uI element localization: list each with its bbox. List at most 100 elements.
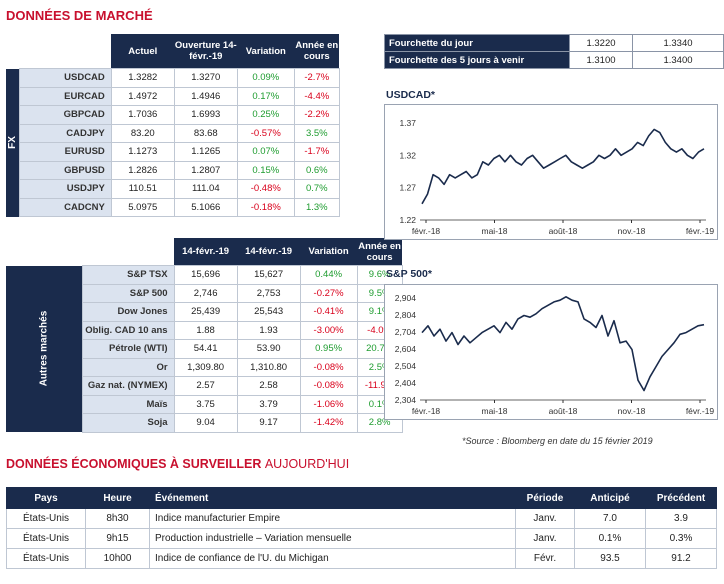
table-row: CADJPY 83.20 83.68 -0.57% 3.5% bbox=[6, 123, 340, 143]
eco-title: Données économiques à surveiller AUJOURD… bbox=[6, 457, 349, 471]
cell-variation: 0.09% bbox=[236, 68, 295, 88]
source-note: *Source : Bloomberg en date du 15 févrie… bbox=[462, 436, 653, 446]
eco-title-main: Données économiques à surveiller bbox=[6, 457, 265, 471]
row-label: Soja bbox=[81, 413, 175, 433]
range-row-day: Fourchette du jour 1.3220 1.3340 bbox=[384, 34, 724, 52]
cell-precedent: 3.9 bbox=[645, 508, 717, 529]
range-low: 1.3100 bbox=[569, 51, 633, 69]
cell-actuel: 3.75 bbox=[173, 394, 238, 414]
cell-pays: États-Unis bbox=[6, 528, 86, 549]
chart-frame bbox=[384, 104, 718, 240]
y-tick-label: 2,704 bbox=[395, 327, 417, 337]
autres-table: 14-févr.-19 14-févr.-19 Variation Année … bbox=[6, 238, 403, 433]
usdcad-chart: 1.22 1.27 1.32 1.37 févr.-18 mai-18 août-18 nov… bbox=[384, 104, 718, 240]
series-line bbox=[421, 296, 705, 392]
cell-anticipe: 7.0 bbox=[574, 508, 646, 529]
cell-periode: Févr. bbox=[515, 548, 575, 569]
autres-header-annee: Année en cours bbox=[357, 238, 403, 266]
cell-ouverture: 1,310.80 bbox=[236, 357, 301, 377]
range-low: 1.3220 bbox=[569, 34, 633, 52]
cell-variation: -1.06% bbox=[299, 394, 358, 414]
y-tick-label: 2,904 bbox=[395, 293, 417, 303]
row-label: USDCAD bbox=[18, 68, 112, 88]
cell-anticipe: 93.5 bbox=[574, 548, 646, 569]
y-tick-label: 2,604 bbox=[395, 344, 417, 354]
cell-ouverture: 1.1265 bbox=[173, 142, 238, 162]
sp500-chart: 2,304 2,404 2,504 2,604 2,704 2,804 2,904 févr.… bbox=[384, 284, 718, 420]
fx-table: Actuel Ouverture 14-févr.-19 Variation A… bbox=[6, 34, 340, 217]
cell-ouverture: 1.2807 bbox=[173, 160, 238, 180]
cell-actuel: 1.3282 bbox=[110, 68, 175, 88]
cell-variation: 0.95% bbox=[299, 339, 358, 359]
row-label: CADJPY bbox=[18, 123, 112, 143]
cell-pays: États-Unis bbox=[6, 508, 86, 529]
cell-annee: 0.6% bbox=[293, 160, 340, 180]
cell-ouverture: 9.17 bbox=[236, 413, 301, 433]
cell-periode: Janv. bbox=[515, 528, 575, 549]
cell-variation: 0.07% bbox=[236, 142, 295, 162]
row-label: EURCAD bbox=[18, 86, 112, 106]
table-row: Gaz nat. (NYMEX) 2.57 2.58 -0.08% -11.9% bbox=[6, 376, 403, 396]
cell-ouverture: 2.58 bbox=[236, 376, 301, 396]
fx-header-ouverture: Ouverture 14-févr.-19 bbox=[174, 34, 238, 69]
cell-annee: 3.5% bbox=[293, 123, 340, 143]
cell-heure: 9h15 bbox=[85, 528, 150, 549]
cell-variation: 0.17% bbox=[236, 86, 295, 106]
eco-header-pays: Pays bbox=[6, 487, 86, 509]
range-high: 1.3400 bbox=[632, 51, 724, 69]
row-label: USDJPY bbox=[18, 179, 112, 199]
y-tick-label: 2,504 bbox=[395, 361, 417, 371]
x-tick-label: févr.-19 bbox=[686, 406, 715, 416]
cell-annee: -4.4% bbox=[293, 86, 340, 106]
x-tick-label: févr.-18 bbox=[412, 226, 441, 236]
y-tick-label: 2,304 bbox=[395, 395, 417, 405]
table-row: États-Unis 10h00 Indice de confiance de l'… bbox=[6, 548, 717, 569]
cell-ouverture: 83.68 bbox=[173, 123, 238, 143]
cell-variation: -0.48% bbox=[236, 179, 295, 199]
cell-actuel: 9.04 bbox=[173, 413, 238, 433]
cell-heure: 10h00 bbox=[85, 548, 150, 569]
cell-annee: 1.3% bbox=[293, 197, 340, 217]
cell-actuel: 1.1273 bbox=[110, 142, 175, 162]
row-label: GBPCAD bbox=[18, 105, 112, 125]
cell-actuel: 5.0975 bbox=[110, 197, 175, 217]
fx-header-annee: Année en cours bbox=[294, 34, 340, 69]
table-row: CADCNY 5.0975 5.1066 -0.18% 1.3% bbox=[6, 197, 340, 217]
range-label: Fourchette du jour bbox=[384, 34, 570, 52]
fx-header-actuel: Actuel bbox=[111, 34, 175, 69]
x-tick-label: août-18 bbox=[549, 406, 578, 416]
cell-actuel: 54.41 bbox=[173, 339, 238, 359]
row-label: S&P TSX bbox=[81, 265, 175, 285]
side-label: Autres marchés bbox=[6, 265, 83, 432]
row-label: GBPUSD bbox=[18, 160, 112, 180]
x-tick-label: févr.-18 bbox=[412, 406, 441, 416]
cell-variation: -0.08% bbox=[299, 376, 358, 396]
cell-annee: 0.7% bbox=[293, 179, 340, 199]
cell-variation: 0.15% bbox=[236, 160, 295, 180]
cell-actuel: 83.20 bbox=[110, 123, 175, 143]
cell-precedent: 91.2 bbox=[645, 548, 717, 569]
cell-actuel: 1,309.80 bbox=[173, 357, 238, 377]
cell-ouverture: 1.4946 bbox=[173, 86, 238, 106]
range-row-5days: Fourchette des 5 jours à venir 1.3100 1.… bbox=[384, 51, 724, 69]
cell-actuel: 15,696 bbox=[173, 265, 238, 285]
cell-heure: 8h30 bbox=[85, 508, 150, 529]
eco-table: Pays Heure Événement Période Anticipé Pr… bbox=[6, 487, 717, 569]
table-row: États-Unis 9h15 Production industrielle – … bbox=[6, 528, 717, 549]
x-tick-label: févr.-19 bbox=[686, 226, 715, 236]
series-line bbox=[421, 128, 705, 205]
range-table: Fourchette du jour 1.3220 1.3340 Fourche… bbox=[384, 34, 724, 69]
table-row: EURUSD 1.1273 1.1265 0.07% -1.7% bbox=[6, 142, 340, 162]
cell-actuel: 1.88 bbox=[173, 320, 238, 340]
table-row: GBPUSD 1.2826 1.2807 0.15% 0.6% bbox=[6, 160, 340, 180]
autres-header-actuel: 14-févr.-19 bbox=[174, 238, 238, 266]
x-tick-label: mai-18 bbox=[482, 406, 508, 416]
market-title: DONNÉES DE MARCHÉ bbox=[6, 8, 153, 23]
x-tick-label: nov.-18 bbox=[618, 406, 646, 416]
y-tick-label: 1.32 bbox=[399, 150, 416, 160]
cell-variation: 0.25% bbox=[236, 105, 295, 125]
cell-variation: -0.18% bbox=[236, 197, 295, 217]
cell-ouverture: 1.3270 bbox=[173, 68, 238, 88]
row-label: Dow Jones bbox=[81, 302, 175, 322]
eco-header-evenement: Événement bbox=[149, 487, 516, 509]
